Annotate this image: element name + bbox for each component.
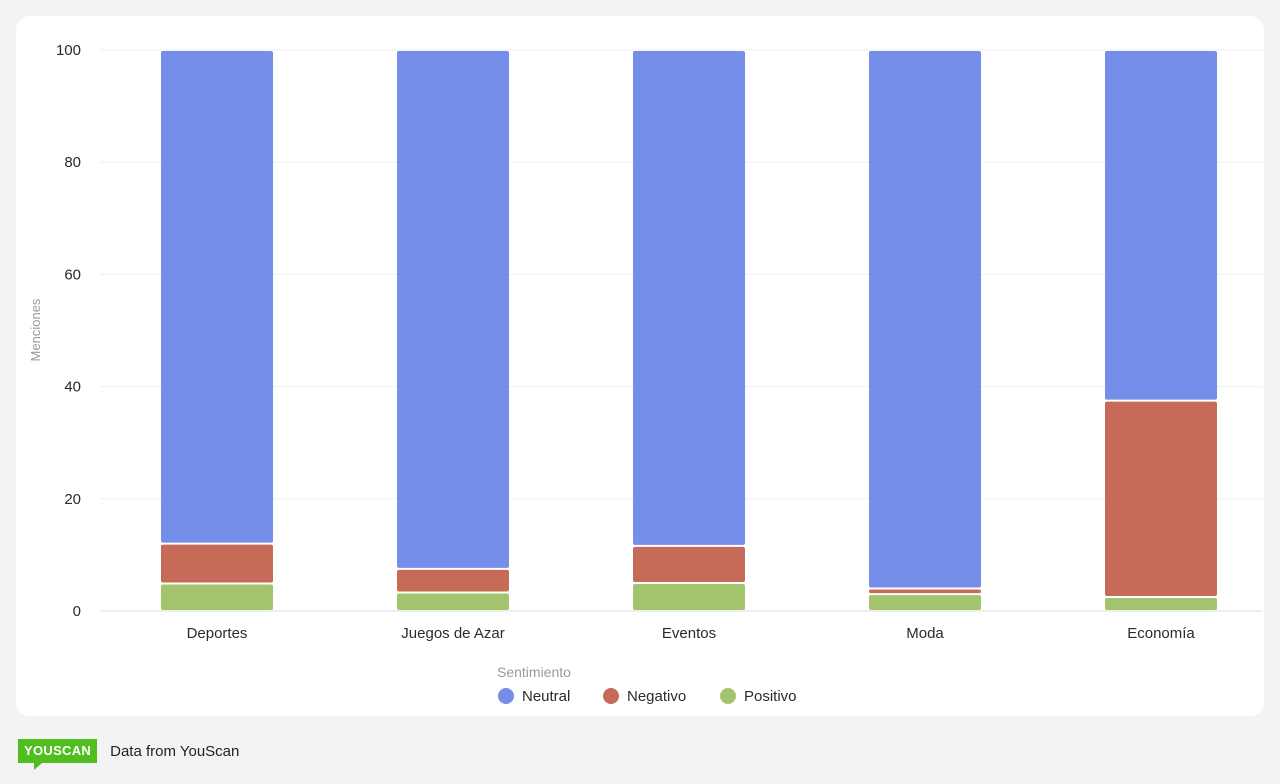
bar-segment-positivo (161, 584, 273, 610)
bar-segment-neutral (161, 51, 273, 543)
bar-segment-negativo (397, 569, 509, 592)
source-text: Data from YouScan (110, 742, 240, 760)
legend-label: Negativo (627, 688, 686, 705)
y-tick-label: 40 (64, 379, 81, 396)
bar-segment-negativo (869, 589, 981, 594)
bar-segment-neutral (869, 51, 981, 588)
logo-text: YOUSCAN (24, 743, 92, 758)
y-tick-label: 100 (56, 42, 81, 59)
youscan-logo: YOUSCAN (18, 739, 98, 770)
bar-segment-positivo (869, 595, 981, 610)
bar-segment-positivo (633, 583, 745, 610)
y-axis-ticks: 0 20 40 60 80 100 (56, 42, 81, 620)
x-category-label: Economía (1127, 625, 1195, 642)
y-tick-label: 60 (64, 266, 81, 283)
x-category-label: Juegos de Azar (401, 625, 504, 642)
y-tick-label: 0 (73, 603, 81, 620)
legend-label: Positivo (744, 688, 797, 705)
legend-dot-icon (720, 688, 736, 704)
bar-segment-negativo (1105, 401, 1217, 596)
legend-dot-icon (603, 688, 619, 704)
bar-segment-neutral (633, 51, 745, 545)
logo-tail-icon (34, 763, 42, 770)
x-category-label: Moda (906, 625, 944, 642)
x-category-label: Eventos (662, 625, 716, 642)
bar-segment-positivo (1105, 597, 1217, 610)
bar-segment-negativo (161, 544, 273, 583)
y-tick-label: 20 (64, 491, 81, 508)
legend-dot-icon (498, 688, 514, 704)
bar-segment-negativo (633, 546, 745, 582)
legend-title: Sentimiento (497, 664, 571, 680)
legend: Neutral Negativo Positivo (498, 688, 797, 705)
bars-layer (161, 51, 1217, 610)
y-axis-title: Menciones (28, 298, 43, 361)
x-category-label: Deportes (187, 625, 248, 642)
footer: YOUSCAN Data from YouScan (18, 735, 240, 770)
bar-segment-positivo (397, 593, 509, 610)
x-axis-categories: Deportes Juegos de Azar Eventos Moda Economí… (187, 625, 1196, 642)
y-tick-label: 80 (64, 154, 81, 171)
bar-segment-neutral (1105, 51, 1217, 400)
bar-segment-neutral (397, 51, 509, 568)
legend-label: Neutral (522, 688, 570, 705)
